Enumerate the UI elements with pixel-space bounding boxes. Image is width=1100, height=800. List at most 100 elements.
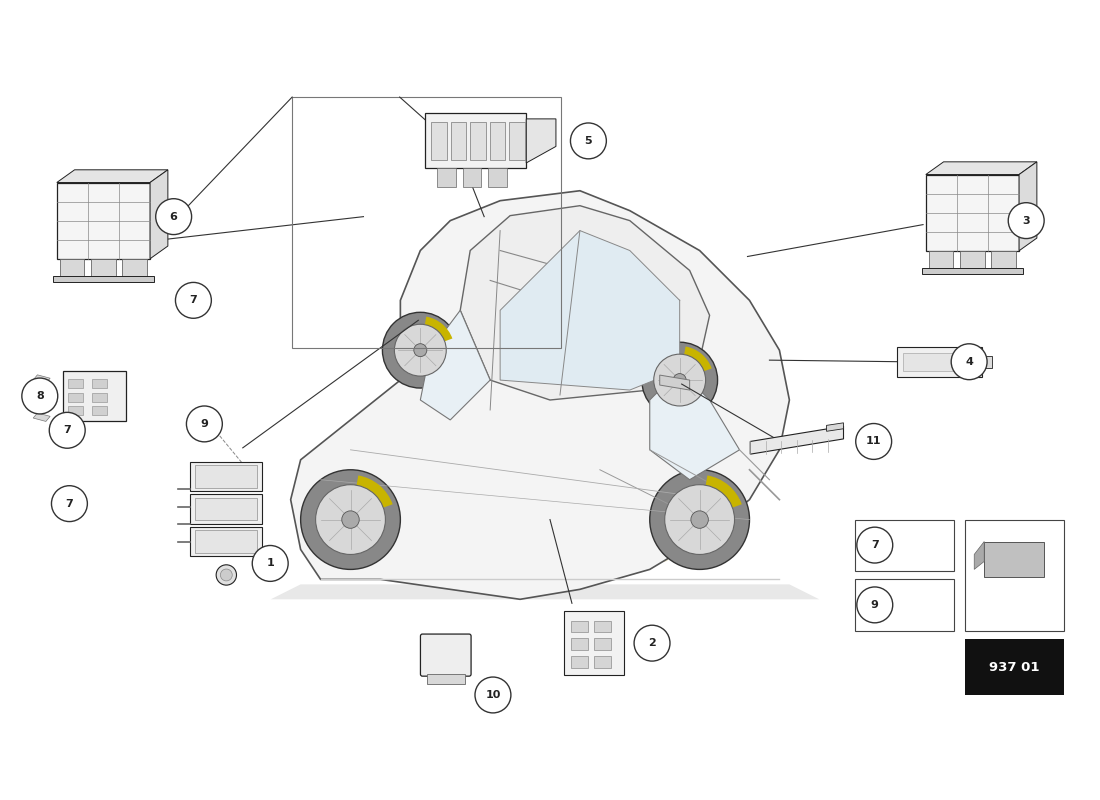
Bar bbox=[463, 169, 482, 187]
Polygon shape bbox=[33, 387, 51, 396]
Circle shape bbox=[383, 312, 459, 388]
Polygon shape bbox=[57, 170, 168, 182]
Bar bbox=[431, 122, 447, 160]
Bar bbox=[451, 122, 466, 160]
Bar bbox=[922, 268, 1023, 274]
Circle shape bbox=[673, 374, 686, 386]
Circle shape bbox=[414, 344, 427, 357]
Bar bbox=[196, 530, 257, 553]
Text: 9: 9 bbox=[871, 600, 879, 610]
Circle shape bbox=[175, 282, 211, 318]
Circle shape bbox=[924, 602, 928, 607]
Circle shape bbox=[857, 587, 893, 623]
Bar bbox=[490, 122, 505, 160]
Text: 2: 2 bbox=[648, 638, 656, 648]
Text: a passion since 1985: a passion since 1985 bbox=[424, 449, 676, 570]
Bar bbox=[190, 527, 263, 556]
Bar bbox=[509, 122, 525, 160]
Text: 5: 5 bbox=[584, 136, 592, 146]
Bar bbox=[960, 250, 984, 270]
Bar bbox=[190, 494, 263, 524]
Wedge shape bbox=[680, 346, 712, 380]
Bar bbox=[196, 498, 257, 521]
Polygon shape bbox=[926, 162, 1037, 174]
Bar bbox=[68, 393, 84, 402]
Polygon shape bbox=[660, 375, 690, 390]
Circle shape bbox=[653, 354, 705, 406]
Text: 7: 7 bbox=[871, 540, 879, 550]
Circle shape bbox=[196, 413, 214, 432]
Text: 10: 10 bbox=[485, 690, 501, 700]
Circle shape bbox=[691, 511, 708, 528]
Bar bbox=[91, 406, 107, 415]
Circle shape bbox=[856, 423, 892, 459]
Circle shape bbox=[22, 378, 57, 414]
Bar bbox=[571, 656, 588, 668]
Circle shape bbox=[921, 539, 933, 551]
Wedge shape bbox=[700, 475, 741, 519]
Circle shape bbox=[641, 342, 717, 418]
Circle shape bbox=[857, 527, 893, 563]
Bar bbox=[427, 674, 465, 684]
Circle shape bbox=[52, 486, 87, 522]
Bar bbox=[190, 462, 263, 491]
Polygon shape bbox=[975, 542, 984, 570]
Bar bbox=[991, 250, 1015, 270]
Text: 9: 9 bbox=[200, 419, 208, 429]
Circle shape bbox=[916, 535, 936, 555]
Circle shape bbox=[475, 677, 510, 713]
Bar bbox=[594, 638, 610, 650]
Text: euroParts: euroParts bbox=[392, 334, 708, 506]
Bar bbox=[855, 579, 954, 631]
Circle shape bbox=[342, 511, 360, 528]
Bar bbox=[855, 519, 954, 571]
Circle shape bbox=[156, 198, 191, 234]
Text: 7: 7 bbox=[64, 426, 72, 435]
Bar bbox=[53, 276, 154, 282]
Bar bbox=[982, 356, 992, 368]
Text: 3: 3 bbox=[1022, 216, 1030, 226]
Text: 7: 7 bbox=[66, 498, 74, 509]
Polygon shape bbox=[33, 413, 51, 422]
Circle shape bbox=[924, 543, 928, 547]
Bar bbox=[91, 258, 116, 278]
Bar bbox=[60, 258, 85, 278]
Circle shape bbox=[252, 546, 288, 582]
Circle shape bbox=[921, 599, 933, 611]
Polygon shape bbox=[33, 375, 51, 383]
Polygon shape bbox=[33, 400, 51, 409]
Bar bbox=[293, 97, 561, 348]
Polygon shape bbox=[460, 206, 710, 400]
Circle shape bbox=[952, 344, 987, 380]
Bar bbox=[984, 542, 1044, 578]
Bar bbox=[967, 353, 982, 370]
Bar bbox=[57, 182, 150, 258]
Circle shape bbox=[634, 626, 670, 661]
Bar bbox=[571, 638, 588, 650]
Bar bbox=[965, 519, 1064, 631]
Polygon shape bbox=[826, 423, 844, 431]
Polygon shape bbox=[1019, 162, 1037, 250]
Bar bbox=[898, 347, 982, 377]
Bar bbox=[63, 370, 126, 422]
Bar bbox=[594, 656, 610, 668]
Text: 7: 7 bbox=[189, 295, 197, 306]
Circle shape bbox=[216, 565, 236, 585]
FancyBboxPatch shape bbox=[420, 634, 471, 676]
Circle shape bbox=[650, 470, 749, 570]
Circle shape bbox=[220, 569, 232, 581]
Circle shape bbox=[571, 123, 606, 159]
Text: 1: 1 bbox=[266, 558, 274, 569]
Wedge shape bbox=[351, 475, 393, 519]
Polygon shape bbox=[650, 370, 739, 480]
Polygon shape bbox=[150, 170, 168, 258]
Circle shape bbox=[316, 485, 385, 554]
Polygon shape bbox=[750, 426, 844, 454]
Bar bbox=[930, 250, 954, 270]
Circle shape bbox=[190, 407, 221, 438]
Text: 8: 8 bbox=[36, 391, 44, 401]
Wedge shape bbox=[420, 317, 452, 350]
Bar bbox=[965, 639, 1064, 695]
Bar bbox=[488, 169, 507, 187]
Polygon shape bbox=[271, 584, 820, 599]
